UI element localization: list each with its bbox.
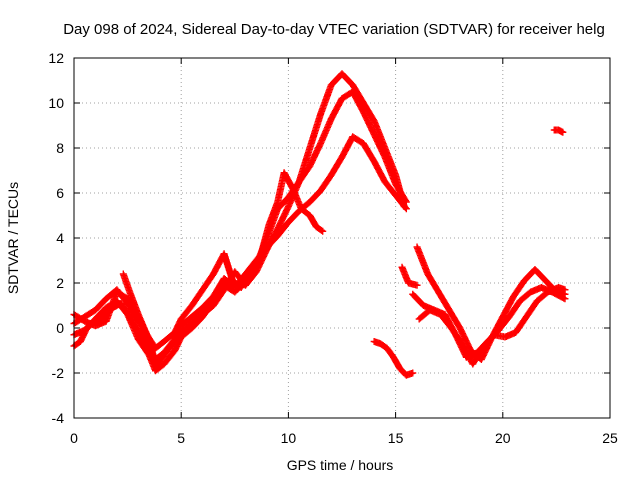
data-point-marker bbox=[559, 128, 567, 136]
data-point-marker bbox=[561, 295, 569, 303]
series-track-k bbox=[70, 299, 151, 350]
y-tick-label: 8 bbox=[56, 140, 64, 156]
y-axis-ticks: -4 -2 0 2 4 6 8 10 12 bbox=[48, 50, 610, 426]
data-point-marker bbox=[319, 227, 327, 235]
series-track-i bbox=[370, 338, 417, 379]
data-points bbox=[70, 70, 569, 379]
y-tick-label: 6 bbox=[56, 185, 64, 201]
series-track-g bbox=[415, 284, 569, 368]
x-axis-title: GPS time / hours bbox=[287, 457, 394, 473]
data-point-marker bbox=[561, 286, 569, 294]
y-tick-label: 12 bbox=[48, 50, 64, 66]
x-tick-label: 10 bbox=[281, 430, 297, 446]
data-point-marker bbox=[317, 226, 325, 234]
x-tick-label: 0 bbox=[70, 430, 78, 446]
data-point-marker bbox=[402, 205, 410, 213]
data-point-marker bbox=[401, 204, 409, 212]
y-tick-label: 10 bbox=[48, 95, 64, 111]
data-point-marker bbox=[143, 342, 151, 350]
y-tick-label: 2 bbox=[56, 275, 64, 291]
data-point-marker bbox=[142, 341, 150, 349]
series-track-b bbox=[70, 88, 410, 375]
chart-title: Day 098 of 2024, Sidereal Day-to-day VTE… bbox=[63, 21, 605, 38]
data-point-marker bbox=[413, 281, 421, 289]
x-tick-label: 5 bbox=[177, 430, 185, 446]
x-tick-label: 15 bbox=[388, 430, 404, 446]
x-tick-label: 20 bbox=[495, 430, 511, 446]
x-tick-label: 25 bbox=[602, 430, 618, 446]
y-tick-label: -2 bbox=[52, 365, 65, 381]
series-track-c bbox=[70, 133, 410, 363]
y-axis-title: SDTVAR / TECUs bbox=[5, 182, 21, 294]
series-track-d bbox=[119, 169, 327, 352]
series-track-e bbox=[413, 243, 569, 363]
y-tick-label: -4 bbox=[52, 410, 65, 426]
series-track-h bbox=[398, 263, 421, 289]
y-tick-label: 0 bbox=[56, 320, 64, 336]
series-track-j bbox=[550, 126, 567, 136]
data-point-marker bbox=[409, 369, 417, 377]
series-track-a bbox=[70, 70, 408, 370]
x-axis-ticks: 0 5 10 15 20 25 bbox=[70, 58, 618, 446]
y-tick-label: 4 bbox=[56, 230, 64, 246]
